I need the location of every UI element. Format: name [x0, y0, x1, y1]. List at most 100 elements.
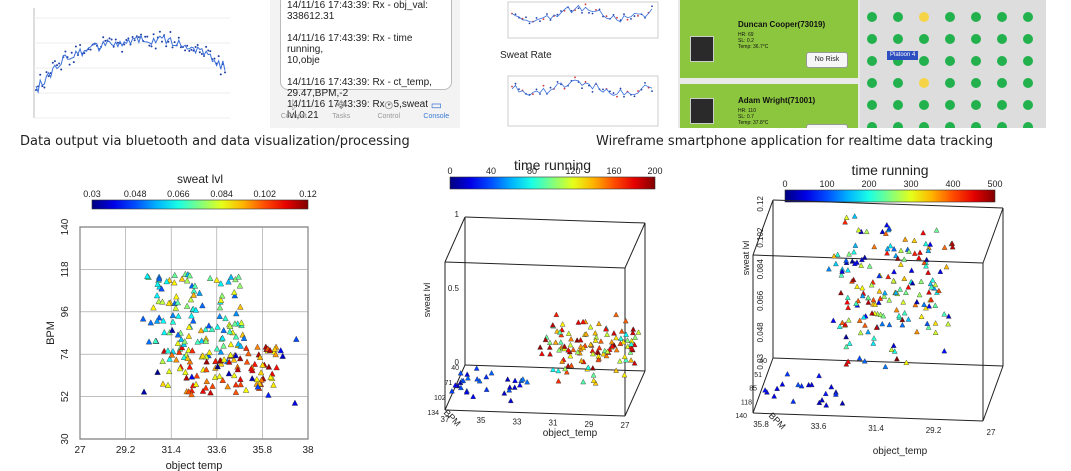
scatter-point [164, 381, 172, 388]
colorbar-tick-label: 80 [527, 166, 537, 176]
z-tick-label: 0 [455, 358, 460, 367]
scatter-point [621, 353, 628, 360]
platoon-member-dot [919, 12, 929, 22]
scatter-point [589, 365, 596, 371]
scatter-point [932, 329, 939, 335]
scatter-point [887, 242, 894, 249]
scatter-point [882, 363, 889, 370]
platoon-member-dot [945, 78, 955, 88]
data-point [169, 31, 172, 34]
scatter-point [259, 361, 266, 368]
soldier-name: Adam Wright(71001) [738, 96, 816, 105]
platoon-member-dot [971, 12, 981, 22]
cube-edge [772, 199, 1004, 209]
soldier-card[interactable]: Adam Wright(71001) HR: 110 SL: 0.7 Temp:… [680, 84, 858, 128]
platoon-member-dot [997, 12, 1007, 22]
scatter-2d-chart: sweat lvl 0.03 0.048 0.066 0.084 0.102 0.12 27 2… [45, 172, 317, 471]
scatter-point [145, 338, 153, 345]
scatter-point [859, 256, 865, 263]
z-axis-label: sweat lvl [422, 283, 432, 318]
scatter-point [916, 254, 922, 261]
scatter-point [839, 400, 846, 406]
risk-status-button[interactable]: No Risk [806, 52, 848, 68]
scatter-point [875, 299, 882, 305]
data-point [146, 35, 149, 38]
data-point [609, 90, 611, 93]
scatter-point [237, 342, 244, 349]
data-point [70, 51, 73, 54]
scatter-point [879, 228, 886, 235]
scatter-point [628, 341, 635, 347]
data-point [158, 30, 161, 33]
line-chart-svg [33, 8, 230, 119]
mini-chart-frame [507, 75, 659, 127]
scatter-point [917, 249, 923, 255]
y-axis-label: BPM [767, 410, 788, 431]
x-tick-label: 31.4 [161, 445, 181, 456]
platoon-member-dot [997, 122, 1007, 128]
platoon-member-dot [867, 100, 877, 110]
tab-control[interactable]: ⊙ Control [367, 97, 411, 128]
scatter-point [624, 337, 631, 343]
scatter-point [819, 396, 825, 403]
platoon-member-dot [971, 100, 981, 110]
scatter-point [909, 280, 916, 286]
data-point [630, 17, 632, 20]
scatter-point [845, 267, 851, 273]
scatter-point [562, 365, 568, 372]
soldier-card[interactable]: Duncan Cooper(73019) HR: 69 SL: 0.2 Temp… [680, 0, 858, 78]
scatter-point [784, 370, 791, 377]
y-tick-label: 51 [754, 372, 762, 379]
scatter-point [196, 289, 203, 296]
scatter-point [173, 356, 180, 363]
scatter-point [552, 339, 559, 345]
scatter-point [171, 271, 178, 278]
data-point [184, 49, 187, 52]
platoon-member-dot [919, 100, 929, 110]
tab-connect[interactable]: ᛒ Connect [272, 97, 316, 128]
scatter-point [178, 275, 186, 282]
platoon-member-dot [997, 56, 1007, 66]
platoon-member-dot [893, 12, 903, 22]
data-point [114, 38, 117, 41]
scatter-point [155, 298, 162, 305]
scatter-point [199, 302, 206, 309]
platoon-member-dot [919, 78, 929, 88]
scatter-point [849, 258, 856, 264]
scatter-point [937, 268, 944, 274]
colorbar-tick-label: 120 [565, 166, 580, 176]
colorbar-tick-label: 0.084 [210, 189, 233, 199]
scatter-point [617, 340, 624, 346]
data-point [35, 88, 37, 91]
scatter-point [226, 322, 234, 329]
tab-tasks[interactable]: ✥ Tasks [319, 97, 363, 128]
platoon-member-dot [893, 34, 903, 44]
scatter-point [245, 350, 252, 357]
y-tick-label: 40 [451, 365, 459, 372]
scatter-point [861, 254, 868, 260]
scatter-point [214, 323, 221, 330]
soldier-hr: HR: 69 [738, 32, 754, 38]
y-tick-label: 118 [60, 261, 71, 277]
soldier-name: Duncan Cooper(73019) [738, 20, 826, 29]
scatter-point [870, 340, 877, 346]
colorbar-tick-label: 40 [486, 166, 496, 176]
data-point [514, 13, 517, 16]
data-point [207, 49, 210, 52]
risk-status-button[interactable] [806, 124, 848, 128]
tab-console[interactable]: ▭ Console [414, 97, 458, 128]
scatter-point [206, 348, 213, 356]
data-point [102, 36, 105, 39]
scatter-point [176, 365, 184, 372]
scatter-point [632, 334, 638, 340]
scatter-point [224, 383, 231, 390]
scatter-point [914, 298, 920, 305]
scatter-point [488, 369, 495, 376]
scatter-point [524, 378, 531, 385]
x-tick-label: 33.6 [207, 445, 227, 456]
platoon-member-dot [1023, 100, 1033, 110]
y-tick-label: 102 [434, 395, 446, 402]
scatter-point [603, 352, 610, 359]
console-tab-bar: ᛒ Connect ✥ Tasks ⊙ Control ▭ Console [270, 97, 460, 128]
soldier-temp: Temp: 37.8°C [738, 120, 769, 126]
